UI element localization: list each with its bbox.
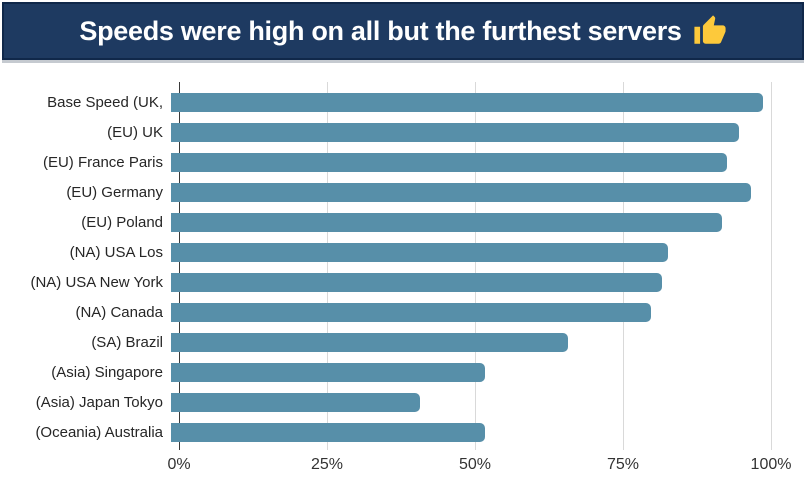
x-tick-label: 100% — [750, 456, 792, 473]
bar-row: (Oceania) Australia — [0, 417, 806, 447]
category-label: (Asia) Singapore — [51, 363, 163, 381]
x-tick-label: 50% — [458, 456, 492, 473]
category-label: (Asia) Japan Tokyo — [35, 393, 163, 411]
bar — [171, 182, 752, 202]
bar-chart: Base Speed (UK, (EU) UK (EU) France Paris (… — [0, 64, 806, 483]
x-axis: 0% 25% 50% 75% 100% — [167, 456, 792, 478]
category-label: (Oceania) Australia — [35, 423, 163, 441]
bar — [171, 122, 740, 142]
bar — [171, 212, 722, 232]
thumbs-up-icon — [694, 15, 726, 44]
gridline — [771, 82, 772, 450]
bar-row: (Asia) Japan Tokyo — [0, 387, 806, 417]
bar-row: (EU) France Paris — [0, 147, 806, 177]
bar-row: (EU) UK — [0, 117, 806, 147]
y-axis-line — [179, 82, 180, 450]
bar — [171, 272, 663, 292]
bar — [171, 152, 728, 172]
bar-row: (NA) USA Los — [0, 237, 806, 267]
bar — [171, 242, 669, 262]
bar — [171, 332, 568, 352]
gridline — [475, 82, 476, 450]
bar-row: (EU) Germany — [0, 177, 806, 207]
category-label: (EU) Poland — [81, 213, 163, 231]
category-label: (EU) Germany — [66, 183, 163, 201]
category-label: (SA) Brazil — [91, 333, 163, 351]
bar — [171, 92, 763, 112]
bar-row: (NA) Canada — [0, 297, 806, 327]
title-banner: Speeds were high on all but the furthest… — [2, 2, 804, 60]
bar — [171, 422, 485, 442]
bar — [171, 362, 485, 382]
x-tick-label: 0% — [167, 456, 191, 473]
x-tick-label: 75% — [606, 456, 640, 473]
category-label: (EU) UK — [107, 123, 163, 141]
category-label: (NA) Canada — [75, 303, 163, 321]
bar — [171, 392, 420, 412]
bar-row: (EU) Poland — [0, 207, 806, 237]
bar-row: (Asia) Singapore — [0, 357, 806, 387]
bar-row: (SA) Brazil — [0, 327, 806, 357]
gridline — [623, 82, 624, 450]
chart-title: Speeds were high on all but the furthest… — [79, 15, 682, 46]
x-tick-label: 25% — [310, 456, 344, 473]
gridline — [327, 82, 328, 450]
bar-row: Base Speed (UK, — [0, 87, 806, 117]
category-label: Base Speed (UK, — [47, 93, 163, 111]
category-label: (NA) USA Los — [69, 243, 163, 261]
category-label: (EU) France Paris — [42, 153, 163, 171]
bar — [171, 302, 651, 322]
bar-rows: Base Speed (UK, (EU) UK (EU) France Paris (… — [0, 87, 806, 447]
plot-area — [179, 82, 791, 450]
category-label: (NA) USA New York — [30, 273, 163, 291]
bar-row: (NA) USA New York — [0, 267, 806, 297]
